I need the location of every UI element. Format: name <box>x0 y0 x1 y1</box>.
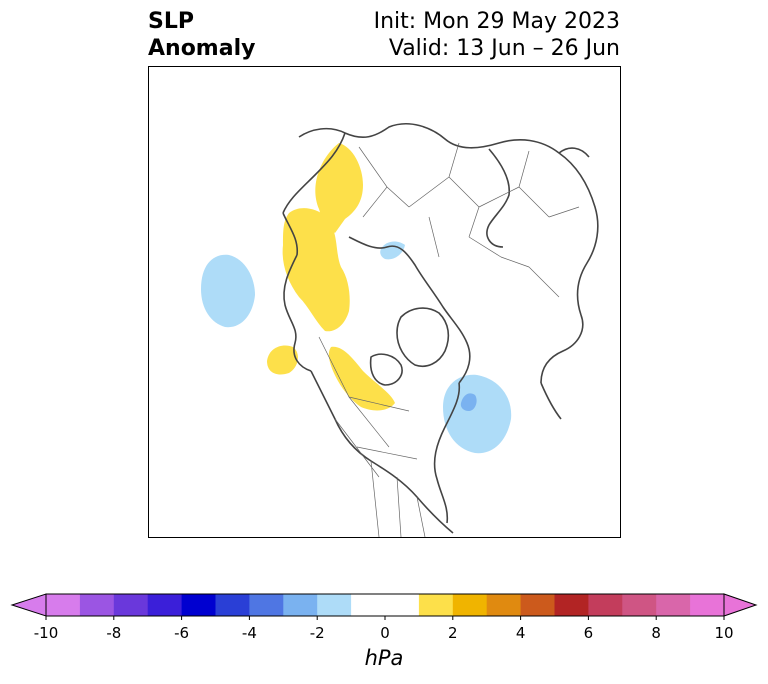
colorbar-tick-label: -8 <box>106 624 122 642</box>
colorbar-label: hPa <box>364 646 404 670</box>
colorbar-segment <box>486 594 522 616</box>
positive-anomaly-arctic-ridge <box>282 208 350 332</box>
coastline-canada-arctic <box>348 236 471 384</box>
negative-anomaly-labrador-core <box>460 393 477 411</box>
colorbar-segment <box>147 594 183 616</box>
positive-anomaly-eastern-siberia <box>315 143 363 233</box>
colorbar-tick-label: -4 <box>241 624 257 642</box>
coastline-scandinavia <box>486 148 511 248</box>
colorbar-segment <box>385 594 420 616</box>
chart-title: SLP Anomaly <box>148 8 255 62</box>
colorbar-segment <box>351 594 386 616</box>
colorbar-segment <box>249 594 284 616</box>
colorbar-tick-label: 6 <box>583 624 594 642</box>
colorbar-segment <box>690 594 725 616</box>
map-panel <box>148 66 621 538</box>
colorbar-tick-label: -10 <box>33 624 59 642</box>
colorbar-tick-label: -2 <box>309 624 325 642</box>
colorbar-tick-label: 10 <box>714 624 734 642</box>
coastline-hudson-bay <box>369 353 403 386</box>
colorbar-segment <box>215 594 250 616</box>
forecast-dates: Init: Mon 29 May 2023 Valid: 13 Jun – 26… <box>374 8 620 62</box>
valid-range: Valid: 13 Jun – 26 Jun <box>388 36 620 61</box>
coastline-siberia <box>282 132 346 256</box>
init-date: Init: Mon 29 May 2023 <box>373 9 620 34</box>
borders <box>318 142 580 537</box>
negative-anomaly-kara-sea <box>380 241 405 260</box>
coastline-alaska <box>283 254 312 372</box>
colorbar-tick-label: 4 <box>515 624 526 642</box>
colorbar-tick-label: 0 <box>380 624 390 642</box>
negative-anomaly-labrador-sea <box>443 374 512 454</box>
polar-map <box>201 123 599 537</box>
colorbar-segment <box>520 594 555 616</box>
colorbar-tick-label: 8 <box>651 624 661 642</box>
colorbar-segment <box>113 594 149 616</box>
colorbar-segment <box>622 594 657 616</box>
title-line-1: SLP <box>148 9 194 34</box>
border-lines-eurasia <box>358 142 580 298</box>
colorbar-segment <box>554 594 589 616</box>
positive-anomaly-gulf-of-alaska <box>267 345 298 375</box>
colorbar-extend-min <box>10 593 47 617</box>
colorbar-extend-max <box>723 593 758 617</box>
title-line-2: Anomaly <box>148 36 256 61</box>
colorbar-segment <box>452 594 488 616</box>
colorbar <box>10 593 758 620</box>
colorbar-tick-label: -6 <box>174 624 190 642</box>
colorbar-segment <box>283 594 318 616</box>
border-lines-north-america <box>318 336 426 537</box>
colorbar-segment <box>317 594 352 616</box>
colorbar-segment <box>588 594 623 616</box>
positive-anomaly-canada <box>328 346 395 411</box>
colorbar-segment <box>656 594 691 616</box>
coastline-greenland <box>396 307 450 367</box>
negative-anomaly-north-pacific <box>201 254 255 328</box>
colorbar-tick-label: 2 <box>448 624 458 642</box>
colorbar-segment <box>46 594 81 616</box>
coastline-europe-west <box>540 147 590 420</box>
colorbar-segment <box>79 594 115 616</box>
colorbar-segment <box>418 594 454 616</box>
anomaly-shading <box>201 143 512 454</box>
colorbar-segment <box>181 594 216 616</box>
